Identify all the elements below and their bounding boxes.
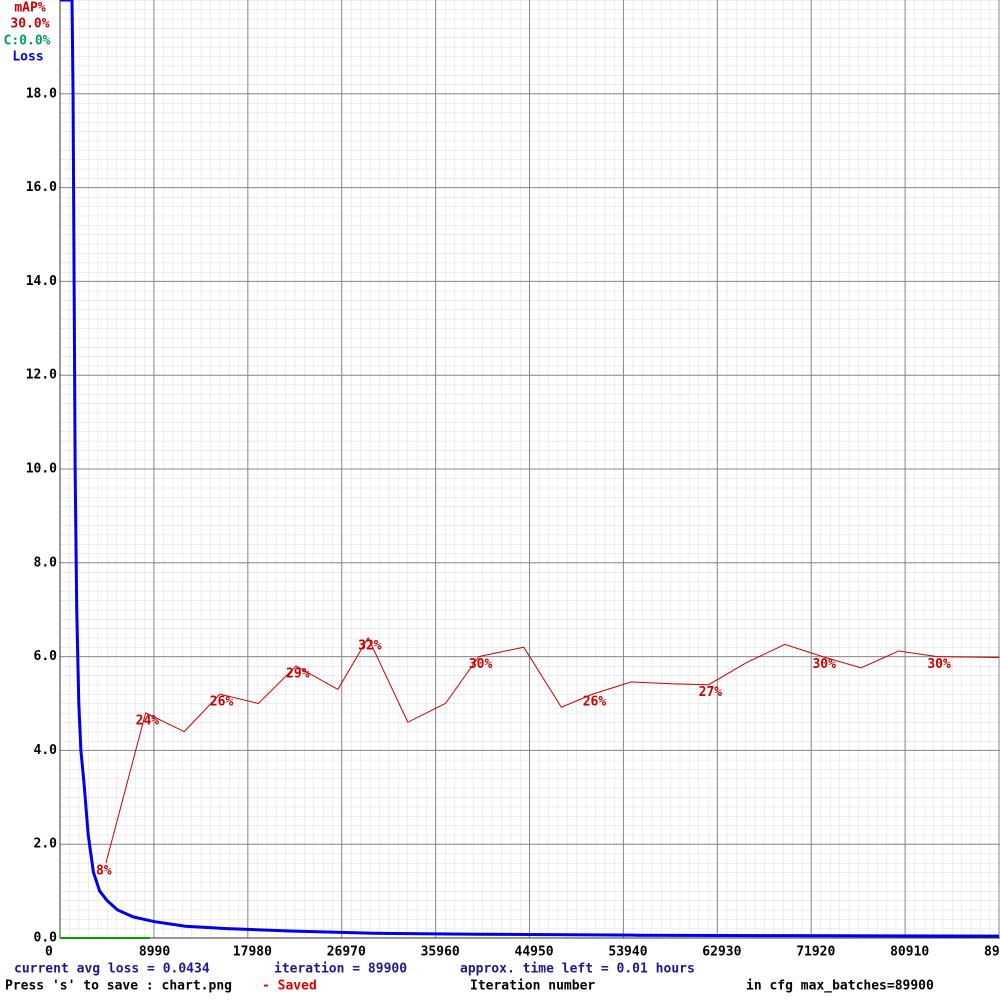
current-map: 30.0% [10,17,49,32]
x-axis-label: Iteration number [470,979,595,994]
map-label: 29% [286,666,310,681]
status-time: approx. time left = 0.01 hours [460,962,695,977]
y-tick-label: 18.0 [26,86,57,101]
saved-text: - Saved [262,979,317,994]
conf-label: C:0.0% [4,34,51,49]
map-line [105,636,1000,864]
status-loss: current avg loss = 0.0434 [14,962,210,977]
x-tick-label: 0 [45,945,53,960]
y-tick-label: 4.0 [34,743,58,758]
x-tick-label: 62930 [702,945,741,960]
cfg-text: in cfg max_batches=89900 [746,979,934,994]
legend-loss: Loss [12,50,43,65]
legend-map: mAP% [14,1,45,16]
map-label: 30% [469,657,493,672]
map-label: 8% [96,863,112,878]
y-tick-label: 6.0 [34,649,58,664]
y-tick-label: 0.0 [34,931,58,946]
x-tick-label: 71920 [796,945,835,960]
x-tick-label: 35960 [421,945,460,960]
y-tick-label: 14.0 [26,274,57,289]
y-tick-label: 16.0 [26,180,57,195]
x-tick-label: 89900 [984,945,1000,960]
x-tick-label: 44950 [515,945,554,960]
map-label: 24% [136,713,160,728]
map-label: 26% [210,695,234,710]
map-label: 27% [699,685,723,700]
x-tick-label: 53940 [608,945,647,960]
map-label: 32% [358,638,382,653]
status-iteration: iteration = 89900 [274,962,407,977]
map-label: 26% [583,695,607,710]
x-tick-label: 17980 [233,945,272,960]
x-tick-label: 26970 [327,945,366,960]
y-tick-label: 8.0 [34,555,58,570]
x-tick-label: 8990 [139,945,170,960]
y-tick-label: 2.0 [34,837,58,852]
save-text: Press 's' to save : chart.png [5,979,232,994]
map-label: 30% [812,657,836,672]
y-tick-label: 10.0 [26,462,57,477]
map-label: 30% [927,657,951,672]
loss-line [60,0,1000,938]
y-tick-label: 12.0 [26,368,57,383]
x-tick-label: 80910 [890,945,929,960]
